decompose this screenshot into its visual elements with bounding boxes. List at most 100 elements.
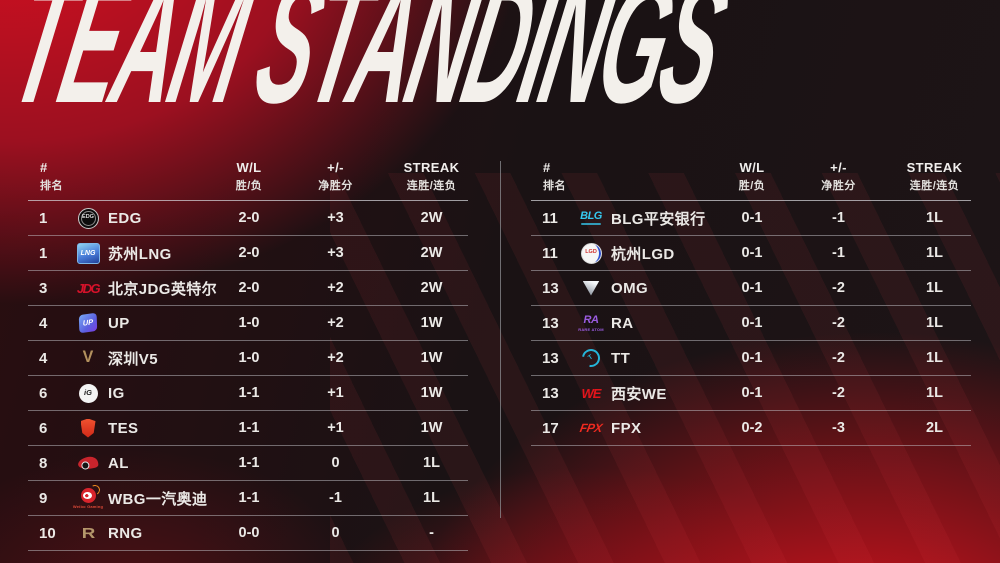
team-logo-cell: WE [571, 378, 611, 408]
standings-table-right: # 排名 W/L 胜/负 +/- 净胜分 STREAK 连胜/连负 11 BLG B… [531, 150, 971, 446]
team-logo-cell: iG [68, 378, 108, 408]
team-name: RA [611, 314, 634, 332]
logo-mark: FPX [578, 421, 604, 435]
team-name: EDG [108, 209, 142, 227]
streak-cell: 2W [420, 280, 443, 296]
al-team-logo [70, 448, 106, 478]
standings-table-left: # 排名 W/L 胜/负 +/- 净胜分 STREAK 连胜/连负 1 EDG ED… [28, 150, 468, 551]
team-logo-cell: LGD [571, 238, 611, 268]
streak-header-zh: 连胜/连负 [909, 179, 960, 192]
diff-cell: +2 [327, 315, 344, 331]
team-logo-cell: JDG [68, 273, 108, 303]
wl-column-header: W/L 胜/负 [200, 160, 290, 193]
streak-cell: - [429, 525, 434, 541]
team-name: WBG一汽奥迪 [108, 490, 208, 508]
wl-header-en: W/L [739, 159, 765, 175]
team-logo-cell: FPX [571, 413, 611, 443]
team-name: FPX [611, 419, 642, 437]
logo-sub-label: Weibo Gaming [72, 503, 104, 509]
logo-mark: RA [583, 313, 599, 326]
team-logo-cell: UP [68, 308, 108, 338]
logo-mark: LGD [580, 242, 602, 264]
team-name: TES [108, 419, 139, 437]
logo-mark [582, 280, 600, 296]
wl-cell: 1-1 [238, 490, 260, 506]
wl-header-zh: 胜/负 [235, 179, 263, 192]
rank-cell: 9 [39, 489, 48, 507]
wl-cell: 2-0 [238, 245, 260, 261]
rank-cell: 11 [542, 209, 558, 227]
logo-sub-label [581, 223, 601, 225]
diff-cell: -1 [832, 210, 845, 226]
streak-column-header: STREAK 连胜/连负 [878, 160, 971, 193]
logo-mark: R [81, 524, 96, 542]
diff-cell: 0 [331, 525, 340, 541]
diff-header-zh: 净胜分 [318, 179, 353, 192]
diff-cell: +2 [327, 350, 344, 366]
streak-cell: 1L [926, 280, 943, 296]
table-divider [500, 161, 501, 518]
streak-cell: 2W [420, 245, 443, 261]
team-logo-cell [68, 413, 108, 443]
rank-cell: 6 [39, 384, 48, 402]
diff-header-en: +/- [327, 159, 344, 175]
lgd-team-logo: LGD [573, 238, 609, 268]
blg-team-logo: BLG [573, 203, 609, 233]
rank-cell: 17 [542, 419, 559, 437]
team-name: 杭州LGD [611, 245, 675, 263]
rank-header-zh: 排名 [543, 179, 566, 192]
diff-header-en: +/- [830, 159, 847, 175]
team-logo-cell: Weibo Gaming [68, 483, 108, 513]
page-title: TEAM STANDINGS [0, 0, 739, 140]
table-row: 1 EDG EDG 2-0 +3 2W [28, 201, 468, 236]
fpx-team-logo: FPX [573, 413, 609, 443]
wl-header-zh: 胜/负 [738, 179, 766, 192]
table-row: 1 LNG 苏州LNG 2-0 +3 2W [28, 236, 468, 271]
rank-cell: 1 [39, 244, 48, 262]
wl-cell: 0-1 [741, 280, 763, 296]
diff-cell: +3 [327, 210, 344, 226]
team-name: RNG [108, 524, 143, 542]
jdg-team-logo: JDG [70, 273, 106, 303]
rank-cell: 10 [39, 524, 56, 542]
diff-cell: +1 [327, 420, 344, 436]
wl-column-header: W/L 胜/负 [703, 160, 793, 193]
streak-cell: 1W [420, 315, 443, 331]
team-logo-cell: RA RARE ATOM [571, 308, 611, 338]
diff-cell: -2 [832, 280, 845, 296]
up-team-logo: UP [70, 308, 106, 338]
diff-cell: -1 [832, 245, 845, 261]
streak-cell: 1L [926, 315, 943, 331]
logo-mark [77, 455, 99, 471]
table-row: 11 BLG BLG平安银行 0-1 -1 1L [531, 201, 971, 236]
team-name: 深圳V5 [108, 350, 158, 368]
logo-sub-label: RARE ATOM [578, 326, 604, 332]
streak-column-header: STREAK 连胜/连负 [375, 160, 468, 193]
logo-mark: V [82, 348, 94, 367]
logo-mark [80, 487, 96, 503]
streak-cell: 1L [423, 490, 440, 506]
diff-cell: +1 [327, 385, 344, 401]
omg-team-logo [573, 273, 609, 303]
edg-team-logo: EDG [70, 203, 106, 233]
streak-cell: 1L [926, 385, 943, 401]
table-row: 13 T TT 0-1 -2 1L [531, 341, 971, 376]
team-logo-cell: EDG [68, 203, 108, 233]
team-logo-cell [571, 273, 611, 303]
wl-cell: 1-1 [238, 420, 260, 436]
rank-cell: 11 [542, 244, 558, 262]
wbg-team-logo: Weibo Gaming [70, 483, 106, 513]
streak-header-zh: 连胜/连负 [406, 179, 457, 192]
team-name: 西安WE [611, 385, 667, 403]
table-row: 11 LGD 杭州LGD 0-1 -1 1L [531, 236, 971, 271]
wl-cell: 1-0 [238, 315, 260, 331]
streak-cell: 1L [926, 210, 943, 226]
logo-mark: EDG [77, 207, 99, 229]
rank-cell: 1 [39, 209, 48, 227]
rank-cell: 13 [542, 279, 559, 297]
table-row: 13 OMG 0-1 -2 1L [531, 271, 971, 306]
streak-header-en: STREAK [403, 159, 460, 175]
wl-header-en: W/L [236, 159, 262, 175]
ra-team-logo: RA RARE ATOM [573, 308, 609, 338]
logo-mark: LNG [76, 242, 100, 264]
